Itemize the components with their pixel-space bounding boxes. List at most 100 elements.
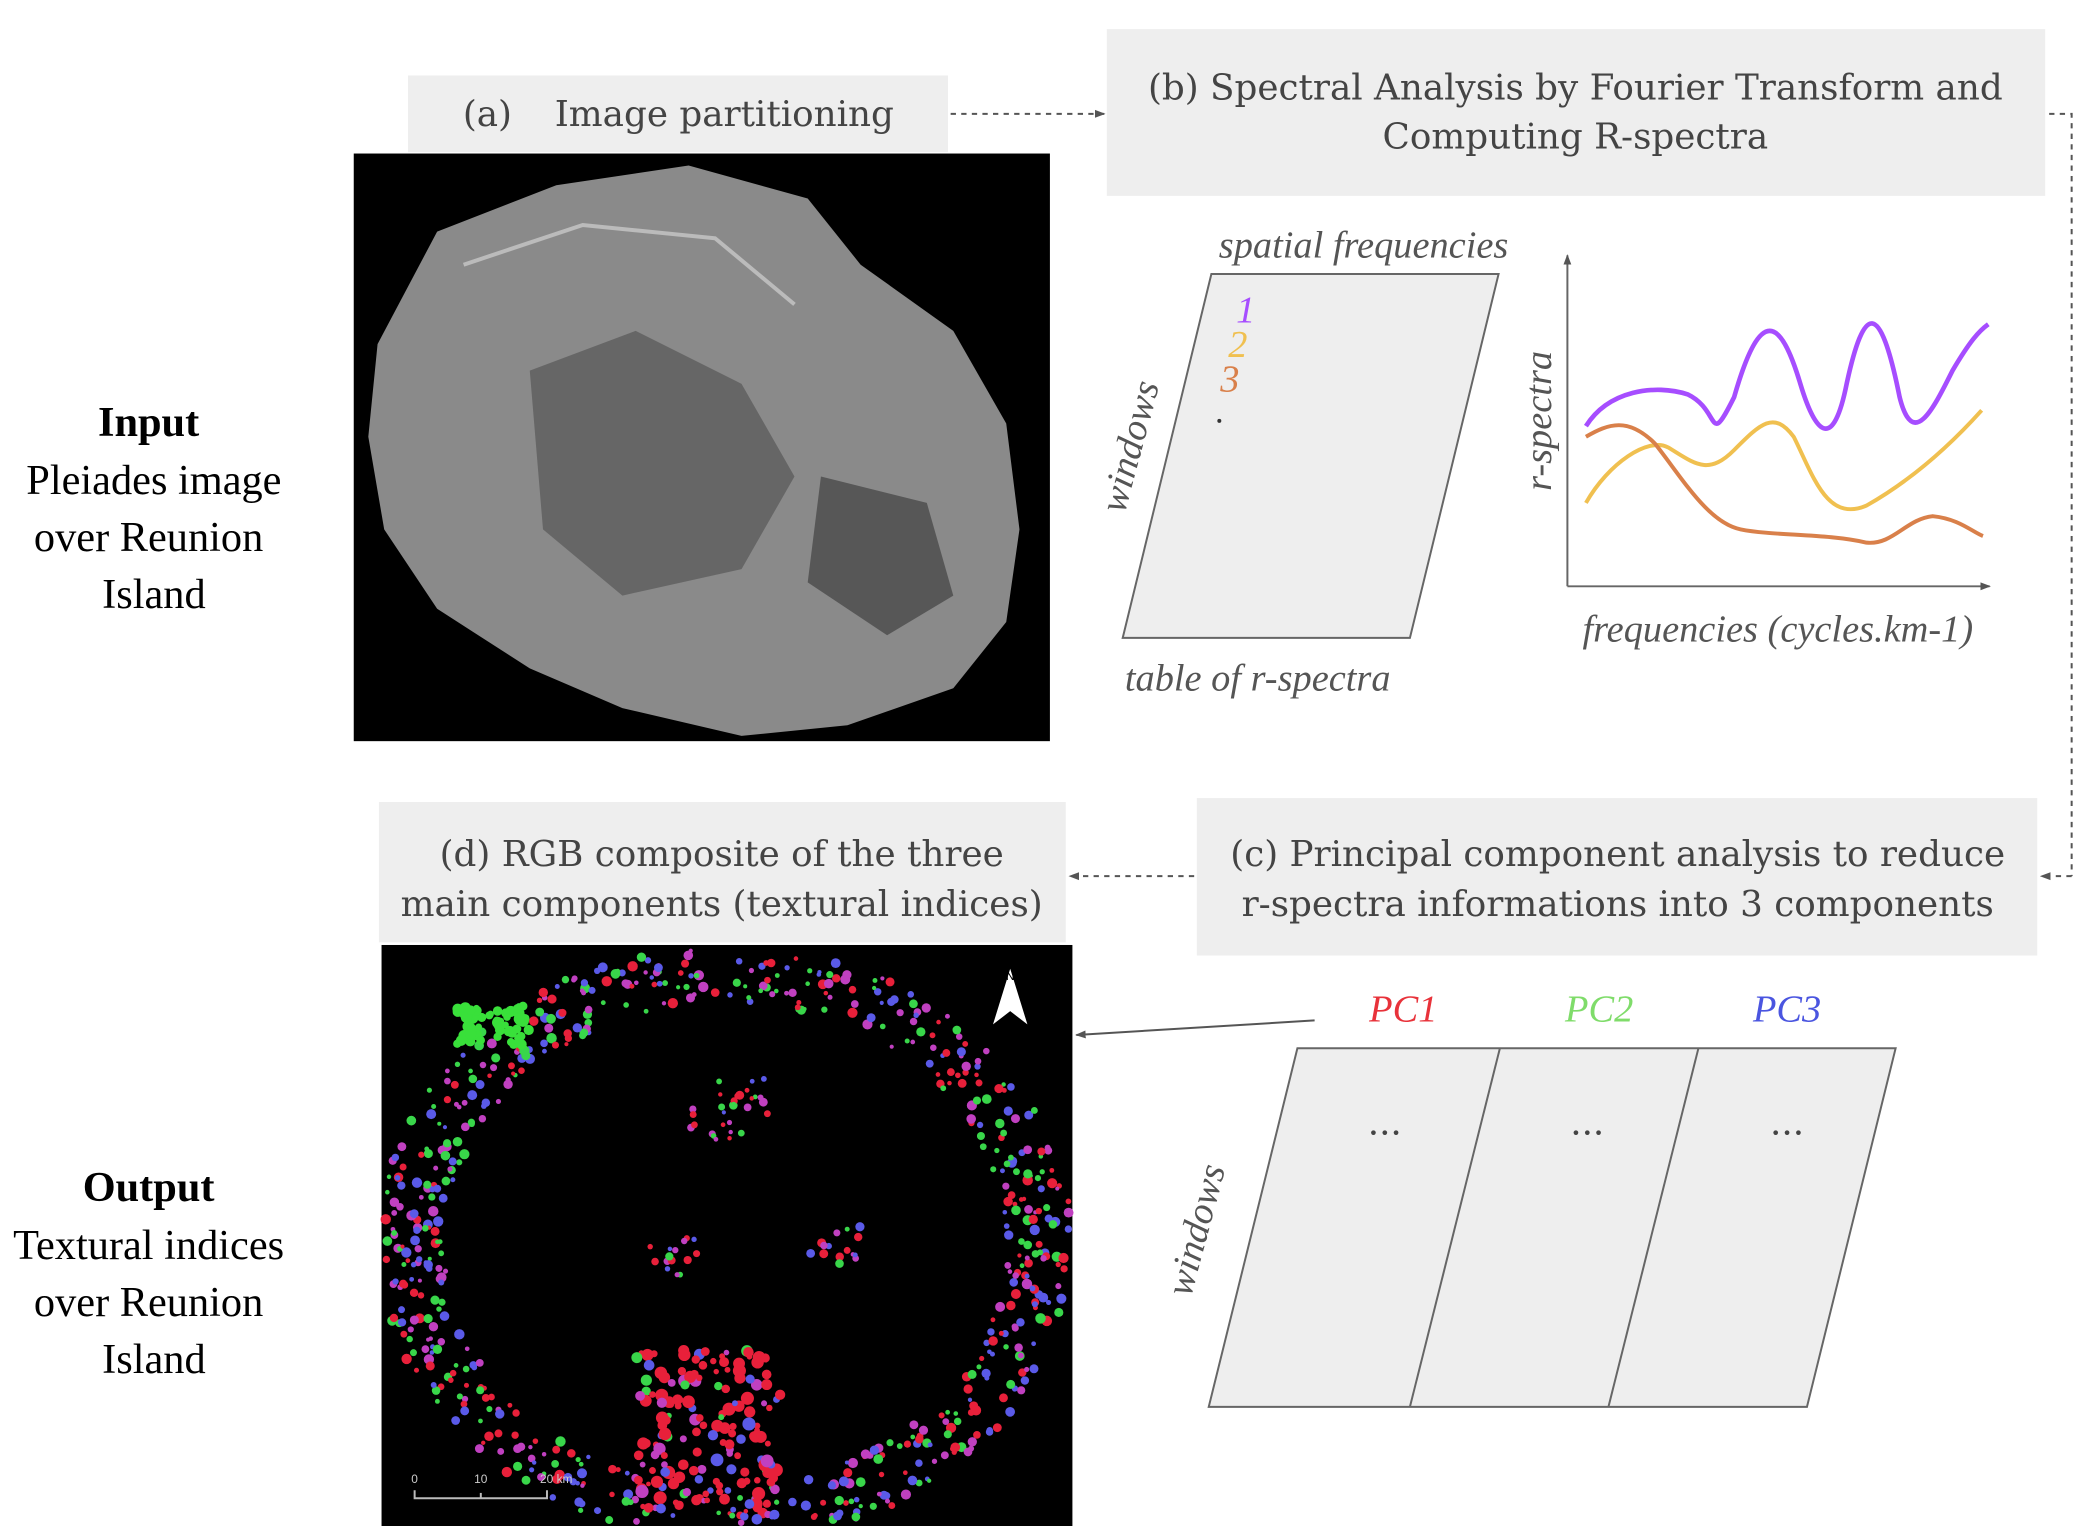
output-line: Textural indices (13, 1222, 284, 1269)
texture-dot (1055, 1261, 1061, 1268)
texture-dot (409, 1276, 415, 1282)
texture-dot (722, 1402, 736, 1416)
texture-dot (953, 1417, 962, 1426)
texture-dot (432, 1344, 443, 1354)
texture-dot (976, 1121, 984, 1129)
texture-dot (438, 1250, 445, 1257)
curve (1583, 321, 1990, 431)
texture-dot (382, 1236, 393, 1246)
texture-dot (819, 1249, 829, 1259)
texture-dot (503, 1013, 511, 1021)
texture-dot (764, 1440, 771, 1447)
texture-dot (637, 1437, 650, 1450)
texture-dot (438, 1298, 446, 1306)
texture-dot (760, 1454, 774, 1468)
texture-dot (475, 1358, 484, 1367)
texture-dot (714, 1381, 723, 1391)
texture-dot (474, 1444, 484, 1454)
texture-dot (913, 1012, 919, 1018)
texture-dot (940, 1085, 947, 1092)
texture-dot (529, 1467, 535, 1473)
texture-dot (678, 1459, 689, 1471)
texture-dot (847, 1007, 858, 1018)
texture-dot (1007, 1269, 1013, 1274)
texture-dot (428, 1322, 439, 1332)
texture-dot (853, 1496, 860, 1503)
texture-dot (528, 1444, 533, 1450)
texture-dot (989, 1351, 995, 1357)
texture-dot (681, 1237, 688, 1245)
texture-dot (453, 1101, 459, 1107)
texture-dot (713, 1368, 719, 1375)
texture-dot (718, 1092, 723, 1097)
texture-dot (752, 1094, 758, 1100)
texture-dot (660, 1452, 668, 1460)
scale-labels: 0 10 20 km (411, 1472, 572, 1486)
scale-label: 20 km (540, 1472, 573, 1486)
texture-dot (481, 1440, 486, 1445)
pca-cell: ... (1770, 1102, 1804, 1143)
texture-dot (1055, 1186, 1060, 1191)
texture-dot (873, 988, 882, 996)
texture-dot (391, 1153, 400, 1162)
texture-dot (872, 985, 877, 991)
texture-dot (547, 994, 557, 1004)
texture-dot (1003, 1106, 1013, 1116)
pca-cell: ... (1368, 1102, 1402, 1143)
pc-label: PC3 (1752, 988, 1821, 1030)
texture-dot (974, 1072, 979, 1078)
texture-dot (460, 1400, 468, 1408)
texture-dot (459, 1149, 470, 1160)
output-title: Output (83, 1164, 215, 1211)
texture-dot (654, 1366, 668, 1380)
texture-dot (656, 980, 663, 987)
texture-dot (639, 1461, 646, 1468)
texture-dot (653, 1491, 667, 1505)
texture-dot (880, 976, 885, 981)
texture-dot (848, 985, 857, 994)
texture-dot (766, 1404, 773, 1412)
texture-dot (723, 1349, 730, 1356)
texture-dot (834, 1495, 844, 1506)
texture-dot (730, 1101, 737, 1109)
texture-dot (651, 1257, 659, 1266)
texture-dot (443, 1096, 452, 1104)
texture-dot (1031, 1341, 1037, 1347)
texture-dot (810, 1513, 818, 1520)
texture-dot (1023, 1240, 1033, 1250)
texture-dot (527, 1454, 536, 1463)
texture-dot (823, 978, 834, 989)
texture-dot (1010, 1288, 1021, 1299)
texture-dot (476, 1035, 485, 1045)
texture-dot (578, 1461, 584, 1467)
input-title: Input (98, 399, 199, 446)
texture-dot (442, 1125, 448, 1130)
texture-dot (852, 1252, 858, 1258)
texture-dot (976, 1131, 985, 1141)
texture-dot (851, 1512, 861, 1522)
texture-dot (511, 1431, 519, 1439)
texture-dot (380, 1214, 391, 1225)
texture-dot (476, 1386, 485, 1395)
texture-dot (761, 1369, 772, 1380)
texture-dot (618, 969, 626, 977)
texture-dot (1004, 1230, 1014, 1240)
texture-dot (636, 952, 647, 962)
pca-side-label: windows (1159, 1160, 1234, 1301)
texture-dot (425, 1361, 435, 1371)
texture-dot (662, 980, 669, 986)
texture-dot (670, 1513, 676, 1518)
texture-dot (501, 1466, 513, 1478)
texture-dot (434, 1398, 440, 1404)
texture-dot (994, 1083, 1004, 1094)
texture-dot (737, 1519, 745, 1526)
texture-dot (1055, 1283, 1062, 1290)
texture-dot (1018, 1238, 1025, 1245)
north-arrow (993, 968, 1028, 1025)
texture-dot (633, 1450, 644, 1461)
texture-dot (437, 1337, 446, 1346)
texture-dot (1037, 1185, 1045, 1193)
texture-dot (929, 1032, 936, 1039)
texture-dot (762, 1499, 771, 1508)
